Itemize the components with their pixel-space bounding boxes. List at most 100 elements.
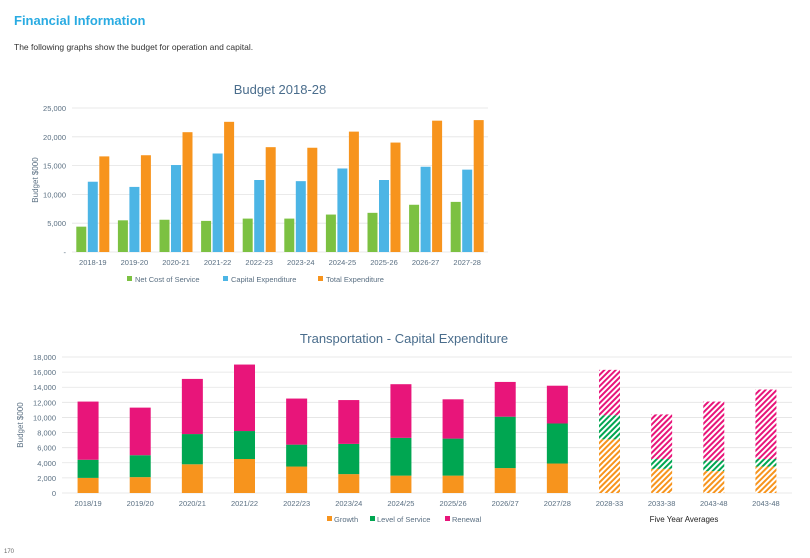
legend-label: Net Cost of Service	[135, 275, 200, 284]
page-heading: Financial Information	[14, 13, 146, 28]
legend-swatch	[223, 276, 228, 281]
x-tick-label: 2033-38	[648, 499, 676, 508]
bar-net-cost	[450, 201, 461, 252]
bar-total	[265, 147, 276, 252]
x-tick-label: 2028-33	[596, 499, 624, 508]
bar-total	[140, 155, 151, 252]
bar-segment-growth	[599, 439, 620, 493]
bar-segment-level-of-service	[338, 443, 360, 475]
x-tick-label: 2023-24	[287, 258, 315, 267]
x-tick-label: 2022-23	[245, 258, 273, 267]
bar-net-cost	[409, 204, 420, 252]
legend-swatch	[445, 516, 450, 521]
bar-segment-level-of-service	[234, 431, 255, 459]
legend-label: Growth	[334, 515, 358, 524]
y-tick-label: 2,000	[37, 474, 56, 483]
bar-segment-renewal	[234, 364, 255, 432]
bar-segment-level-of-service	[546, 423, 568, 464]
bar-segment-renewal	[77, 401, 99, 460]
x-tick-label: 2043-48	[752, 499, 780, 508]
page-number: 170	[4, 549, 15, 555]
x-tick-label: 2024/25	[387, 499, 414, 508]
bar-net-cost	[117, 220, 128, 252]
bar-net-cost	[76, 226, 87, 252]
bar-segment-level-of-service	[129, 455, 151, 478]
bar-segment-growth	[390, 475, 412, 493]
bar-segment-renewal	[599, 369, 620, 416]
y-axis-label: Budget $000	[31, 157, 40, 203]
bar-net-cost	[159, 219, 170, 252]
legend-label: Renewal	[452, 515, 482, 524]
bar-total	[473, 120, 484, 252]
bar-capital	[337, 168, 348, 252]
chart-title: Budget 2018-28	[234, 82, 327, 97]
x-tick-label: 2021-22	[204, 258, 232, 267]
legend-swatch	[327, 516, 332, 521]
bar-segment-level-of-service	[599, 415, 620, 440]
legend-label: Capital Expenditure	[231, 275, 296, 284]
x-tick-label: 2025/26	[440, 499, 467, 508]
bar-capital	[420, 166, 431, 252]
x-tick-label: 2021/22	[231, 499, 258, 508]
y-tick-label: 20,000	[43, 133, 66, 142]
bar-total	[307, 147, 318, 252]
x-tick-label: 2018-19	[79, 258, 107, 267]
bar-capital	[295, 181, 306, 252]
bar-segment-renewal	[755, 389, 777, 459]
bar-segment-renewal	[546, 385, 568, 424]
bar-segment-renewal	[703, 401, 725, 461]
bar-total	[182, 132, 193, 252]
bar-segment-renewal	[390, 384, 412, 438]
y-tick-label: 6,000	[37, 444, 56, 453]
bar-segment-renewal	[181, 378, 203, 435]
x-tick-label: 2043-48	[700, 499, 728, 508]
legend-swatch	[370, 516, 375, 521]
x-tick-label: 2022/23	[283, 499, 310, 508]
bar-segment-level-of-service	[286, 444, 308, 467]
bar-net-cost	[367, 212, 378, 252]
x-tick-label: 2027-28	[453, 258, 481, 267]
x-tick-label: 2025-26	[370, 258, 398, 267]
y-tick-label: 10,000	[43, 190, 66, 199]
x-tick-label: 2020/21	[179, 499, 206, 508]
bar-capital	[171, 165, 181, 252]
bar-segment-level-of-service	[703, 460, 725, 472]
averages-label: Five Year Averages	[650, 515, 719, 524]
bar-segment-growth	[651, 468, 673, 493]
legend-label: Level of Service	[377, 515, 430, 524]
y-tick-label: -	[64, 248, 67, 257]
x-tick-label: 2018/19	[75, 499, 102, 508]
bar-segment-level-of-service	[77, 459, 99, 478]
x-tick-label: 2026-27	[412, 258, 440, 267]
bar-segment-renewal	[442, 399, 464, 439]
y-tick-label: 0	[52, 489, 56, 498]
bar-total	[224, 121, 235, 252]
y-tick-label: 4,000	[37, 459, 56, 468]
bar-total	[348, 131, 359, 252]
bar-total	[99, 156, 110, 252]
bar-segment-growth	[494, 468, 516, 493]
legend-label: Total Expenditure	[326, 275, 384, 284]
bar-net-cost	[242, 218, 253, 252]
x-tick-label: 2024-25	[329, 258, 357, 267]
bar-net-cost	[325, 214, 336, 252]
bar-capital	[379, 180, 389, 252]
bar-capital	[462, 169, 473, 252]
bar-net-cost	[284, 218, 295, 252]
x-tick-label: 2019/20	[127, 499, 154, 508]
y-tick-label: 5,000	[47, 219, 66, 228]
budget-chart: Budget 2018-28 Budget $000 - 5,000 10,000 15,…	[31, 82, 488, 284]
legend-swatch	[127, 276, 132, 281]
bar-capital	[87, 181, 98, 252]
chart-title: Transportation - Capital Expenditure	[300, 331, 508, 346]
bar-segment-growth	[181, 464, 203, 493]
bar-segment-level-of-service	[390, 437, 412, 476]
bar-segment-growth	[286, 466, 308, 493]
y-tick-label: 8,000	[37, 429, 56, 438]
bar-segment-growth	[442, 475, 464, 493]
y-tick-label: 16,000	[33, 368, 56, 377]
bar-segment-growth	[338, 474, 360, 493]
y-tick-label: 18,000	[33, 353, 56, 362]
bar-segment-renewal	[651, 414, 673, 459]
bar-segment-level-of-service	[651, 459, 673, 469]
